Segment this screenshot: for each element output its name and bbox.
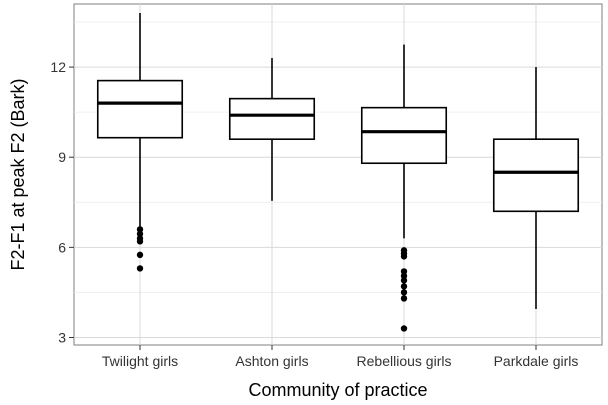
iqr-box: [228, 97, 316, 140]
x-axis-title: Community of practice: [248, 380, 427, 400]
outlier-point: [400, 253, 408, 260]
x-tick-label: Twilight girls: [102, 353, 178, 369]
boxes: [96, 13, 580, 332]
x-axis-ticks: Twilight girls Ashton girls Rebellious gir…: [102, 345, 579, 369]
y-axis-ticks: 3 6 9 12: [50, 59, 74, 345]
box-ashton-girls: [228, 58, 316, 201]
box-rebellious-girls: [360, 44, 448, 332]
outlier-point: [400, 277, 408, 284]
outlier-point: [400, 295, 408, 302]
outlier-point: [400, 289, 408, 296]
iqr-box: [492, 138, 580, 213]
x-tick-label: Parkdale girls: [494, 353, 579, 369]
outlier-point: [136, 238, 144, 245]
y-axis-title: F2-F1 at peak F2 (Bark): [8, 78, 28, 270]
outlier-point: [136, 230, 144, 238]
y-tick-label: 3: [58, 329, 66, 345]
outlier-point: [136, 251, 144, 259]
iqr-box: [360, 106, 448, 165]
outlier-point: [400, 272, 408, 280]
outlier-point: [136, 226, 144, 233]
y-tick-label: 6: [58, 239, 66, 255]
y-tick-label: 9: [58, 149, 66, 165]
outlier-point: [400, 268, 408, 275]
x-tick-label: Ashton girls: [235, 353, 308, 369]
y-tick-label: 12: [50, 59, 66, 75]
iqr-box: [96, 79, 184, 139]
outlier-point: [136, 265, 144, 272]
outlier-point: [400, 283, 408, 290]
box-parkdale-girls: [492, 67, 580, 309]
box-twilight-girls: [96, 13, 184, 272]
outlier-point: [400, 325, 408, 332]
x-tick-label: Rebellious girls: [357, 353, 452, 369]
